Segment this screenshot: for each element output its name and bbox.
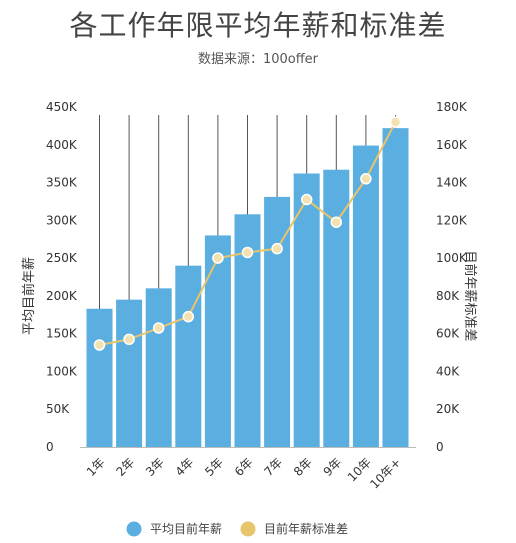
x-tick-label: 4年	[173, 455, 197, 479]
y2-tick-label: 120K	[436, 213, 468, 227]
y-tick-label: 350K	[46, 176, 78, 190]
y2-tick-label: 100K	[436, 251, 468, 265]
legend-label-line: 目前年薪标准差	[264, 521, 348, 536]
line-point	[300, 193, 313, 206]
line-point	[360, 173, 372, 185]
line-point	[389, 116, 402, 128]
y2-tick-label: 60K	[436, 327, 460, 341]
y-tick-label: 400K	[46, 138, 78, 152]
y2-tick-label: 40K	[436, 364, 460, 378]
y-tick-label: 150K	[46, 327, 78, 341]
y2-tick-label: 0	[436, 440, 444, 454]
y2-tick-label: 160K	[436, 138, 468, 152]
chart-title: 各工作年限平均年薪和标准差	[69, 9, 447, 42]
legend-marker-bar	[126, 521, 142, 537]
line-point	[241, 246, 254, 259]
x-tick-label: 9年	[321, 455, 345, 479]
y2-tick-label: 20K	[436, 402, 460, 416]
bar	[86, 308, 113, 447]
bar	[352, 145, 379, 448]
legend-marker-line	[240, 521, 256, 537]
bar	[382, 128, 409, 447]
y2-axis-label: 目前年薪标准差	[462, 250, 478, 341]
line-point	[93, 339, 106, 351]
y2-tick-label: 80K	[436, 289, 460, 303]
y-tick-label: 50K	[46, 402, 70, 416]
x-tick-label: 6年	[232, 455, 256, 479]
y-tick-label: 200K	[46, 289, 78, 303]
x-tick-label: 10年+	[367, 455, 403, 491]
x-tick-label: 3年	[143, 455, 167, 479]
line-point	[271, 242, 283, 255]
bar	[145, 288, 172, 447]
y2-tick-label: 180K	[436, 100, 468, 114]
x-tick-label: 7年	[261, 455, 285, 479]
y-tick-label: 450K	[46, 100, 78, 114]
line-point	[123, 333, 135, 346]
x-tick-label: 1年	[84, 455, 108, 479]
line-point	[212, 252, 224, 264]
y-tick-label: 0	[46, 440, 54, 454]
y2-tick-label: 140K	[436, 176, 468, 190]
x-tick-label: 5年	[202, 455, 226, 479]
line-point	[182, 310, 195, 323]
line-point	[152, 322, 165, 334]
bar	[204, 235, 231, 447]
legend-label-bar: 平均目前年薪	[150, 521, 222, 536]
x-tick-label: 2年	[113, 455, 137, 479]
line-point	[330, 216, 343, 228]
bar	[293, 173, 320, 447]
y-tick-label: 300K	[46, 213, 78, 227]
y-axis-label: 平均目前年薪	[21, 257, 37, 335]
x-tick-label: 8年	[291, 455, 315, 479]
bar	[264, 196, 291, 447]
y-tick-label: 100K	[46, 364, 78, 378]
bar	[175, 265, 202, 447]
y-tick-label: 250K	[46, 251, 78, 265]
bar	[323, 169, 350, 447]
chart-subtitle: 数据来源：100offer	[197, 52, 319, 67]
bar	[116, 299, 143, 447]
